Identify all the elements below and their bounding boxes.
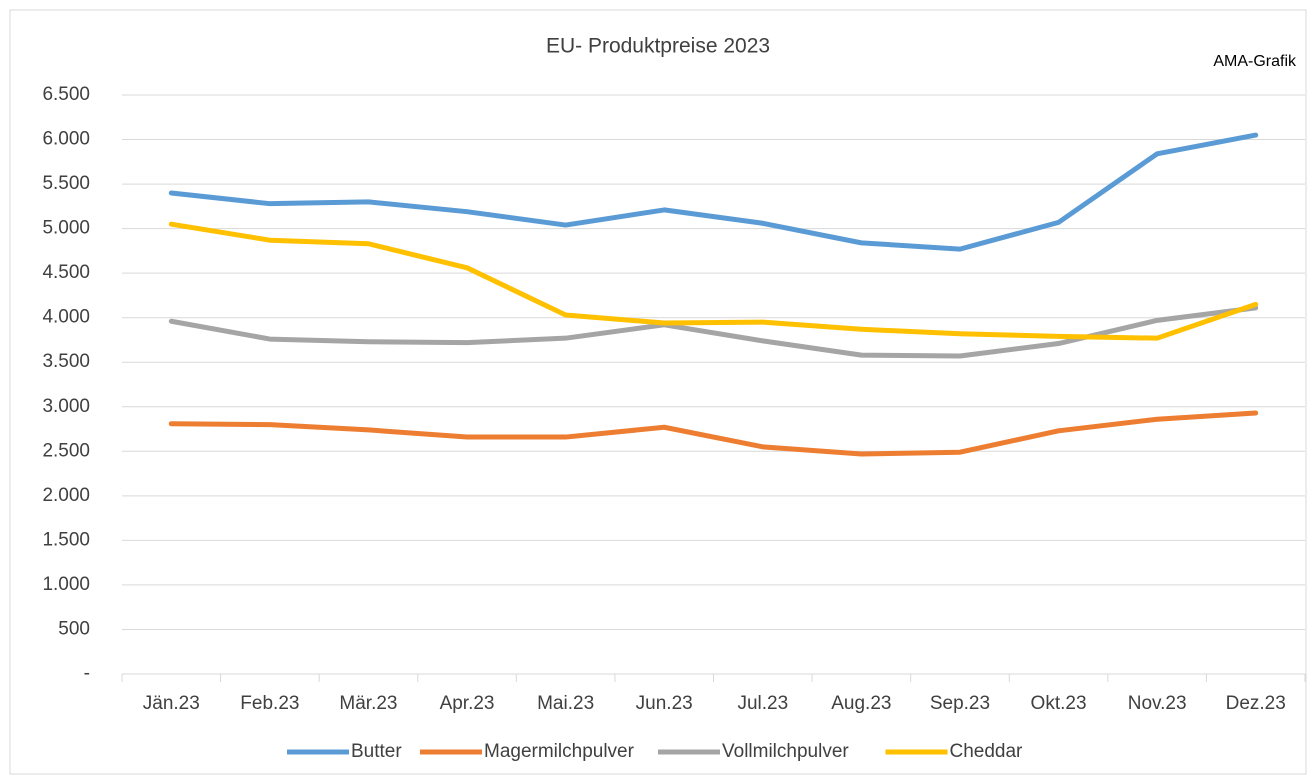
y-tick-label: 1.500 — [42, 529, 90, 550]
x-tick-label: Mai.23 — [537, 693, 594, 714]
y-tick-label: 2.500 — [42, 440, 90, 461]
series-line — [168, 221, 1259, 341]
x-tick-label: Nov.23 — [1128, 693, 1187, 714]
series-line — [168, 410, 1259, 457]
y-tick-label: 5.500 — [42, 173, 90, 194]
x-tick-label: Aug.23 — [831, 693, 891, 714]
annotation: AMA-Grafik — [1213, 53, 1297, 70]
legend-label: Butter — [351, 741, 402, 762]
y-tick-label: 4.000 — [42, 307, 90, 328]
y-tick-label: 2.000 — [42, 485, 90, 506]
series-line — [168, 132, 1259, 252]
x-tick-label: Jul.23 — [737, 693, 788, 714]
legend-label: Cheddar — [950, 741, 1024, 762]
y-tick-label: - — [84, 663, 90, 684]
x-tick-label: Feb.23 — [240, 693, 299, 714]
y-tick-label: 6.500 — [42, 84, 90, 105]
y-tick-label: 3.000 — [42, 396, 90, 417]
x-tick-label: Jän.23 — [143, 693, 200, 714]
legend-label: Vollmilchpulver — [722, 741, 849, 762]
y-tick-label: 5.000 — [42, 218, 90, 239]
legend-label: Magermilchpulver — [484, 741, 635, 762]
chart-title: EU- Produktpreise 2023 — [546, 35, 770, 58]
y-tick-label: 4.500 — [42, 262, 90, 283]
x-tick-label: Jun.23 — [636, 693, 693, 714]
series-line — [168, 305, 1259, 359]
x-tick-label: Mär.23 — [339, 693, 397, 714]
y-tick-label: 3.500 — [42, 351, 90, 372]
x-tick-label: Dez.23 — [1226, 693, 1286, 714]
x-tick-label: Sep.23 — [930, 693, 990, 714]
x-tick-label: Apr.23 — [440, 693, 495, 714]
x-tick-label: Okt.23 — [1031, 693, 1087, 714]
chart-border — [9, 9, 1307, 775]
y-tick-label: 500 — [58, 618, 90, 639]
y-tick-label: 1.000 — [42, 574, 90, 595]
y-tick-label: 6.000 — [42, 129, 90, 150]
